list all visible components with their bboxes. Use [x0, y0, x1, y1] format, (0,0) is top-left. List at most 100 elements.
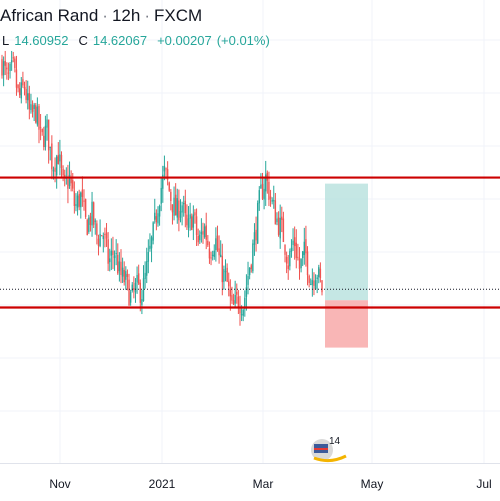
- candle-body: [46, 119, 48, 128]
- candle-body: [162, 174, 164, 189]
- candle-body: [20, 82, 22, 99]
- candle-body: [284, 245, 286, 255]
- candle-body: [83, 200, 85, 202]
- candle-body: [115, 253, 117, 255]
- candle-body: [261, 183, 264, 199]
- candle-body: [25, 89, 27, 100]
- candle-body: [160, 187, 162, 204]
- candle-body: [22, 79, 24, 86]
- candle-body: [99, 233, 101, 247]
- candle-body: [255, 229, 257, 241]
- target-zone[interactable]: [325, 183, 368, 301]
- candle-body: [171, 204, 174, 213]
- candle-body: [41, 128, 43, 133]
- candle-body: [28, 93, 31, 110]
- candle-body: [35, 105, 37, 123]
- candle-body: [155, 216, 158, 223]
- candle-body: [202, 231, 204, 235]
- candle-body: [189, 214, 191, 219]
- candle-body: [271, 199, 273, 202]
- candle-body: [97, 238, 100, 246]
- candle-body: [282, 218, 285, 243]
- candle-body: [141, 299, 143, 305]
- candle-body: [186, 214, 188, 226]
- candle-body: [128, 279, 130, 306]
- candle-body: [168, 182, 170, 191]
- candle-body: [152, 222, 154, 241]
- candle-body: [276, 218, 278, 223]
- candle-body: [163, 165, 166, 172]
- candle-body: [252, 243, 254, 272]
- candle-body: [15, 69, 18, 88]
- candle-body: [247, 276, 249, 285]
- candle-body: [231, 295, 233, 301]
- candle-body: [223, 269, 225, 282]
- forex-flag-watermark: 14: [311, 436, 347, 463]
- data-source: FXCM: [154, 6, 203, 25]
- candle-body: [268, 181, 270, 200]
- candle-body: [166, 169, 169, 180]
- candle-body: [84, 199, 87, 217]
- candle-body: [6, 67, 8, 70]
- candle-body: [205, 225, 207, 240]
- candle-body: [183, 203, 185, 205]
- candle-body: [157, 213, 159, 224]
- candle-body: [298, 258, 301, 269]
- chart-grid: [0, 0, 500, 463]
- candle-body: [292, 240, 294, 246]
- candle-body: [218, 248, 220, 256]
- candle-body: [89, 216, 92, 225]
- candle-body: [1, 59, 3, 76]
- time-axis[interactable]: Nov 2021 Mar May Jul: [0, 463, 500, 501]
- candle-body: [174, 194, 177, 216]
- candle-body: [47, 119, 50, 151]
- candle-body: [279, 217, 281, 239]
- candle-body: [308, 275, 310, 283]
- candle-body: [102, 235, 105, 239]
- candle-body: [67, 179, 69, 189]
- candle-body: [80, 192, 82, 208]
- candle-body: [316, 277, 318, 279]
- candle-body: [258, 190, 260, 204]
- candle-body: [31, 105, 34, 112]
- candle-body: [57, 155, 59, 165]
- candle-body: [203, 226, 206, 238]
- candle-body: [234, 294, 236, 304]
- symbol-name[interactable]: African Rand: [0, 6, 99, 25]
- candle-body: [216, 235, 219, 251]
- candle-body: [289, 251, 291, 267]
- candle-body: [36, 106, 39, 125]
- candle-body: [158, 205, 161, 217]
- candle-body: [59, 154, 61, 162]
- candle-body: [265, 174, 267, 192]
- candle-body: [105, 232, 108, 239]
- candle-body: [211, 254, 214, 256]
- symbol-header: African Rand · 12h · FXCM L 14.60952 C 14.62067…: [0, 6, 275, 50]
- candle-body: [92, 202, 95, 225]
- candle-body: [207, 240, 209, 246]
- x-tick-label: Nov: [49, 477, 71, 491]
- price-chart[interactable]: [0, 0, 500, 463]
- candle-body: [133, 288, 135, 290]
- candle-body: [54, 167, 56, 172]
- candle-body: [311, 280, 314, 285]
- candle-body: [245, 287, 248, 297]
- candle-body: [199, 234, 201, 241]
- candle-body: [232, 300, 235, 305]
- candle-body: [17, 84, 19, 89]
- candle-body: [27, 93, 29, 101]
- interval-label[interactable]: 12h: [111, 6, 141, 25]
- candle-body: [236, 291, 238, 295]
- candle-body: [184, 200, 187, 214]
- candle-body: [239, 307, 241, 314]
- candle-body: [244, 297, 246, 309]
- candle-body: [147, 251, 150, 262]
- x-tick-label: Jul: [476, 477, 492, 491]
- candle-body: [240, 314, 243, 316]
- candle-body: [215, 238, 217, 251]
- candle-body: [319, 268, 322, 279]
- candle-body: [142, 278, 145, 302]
- candle-body: [194, 212, 196, 216]
- candle-body: [88, 217, 90, 232]
- candle-body: [242, 309, 244, 316]
